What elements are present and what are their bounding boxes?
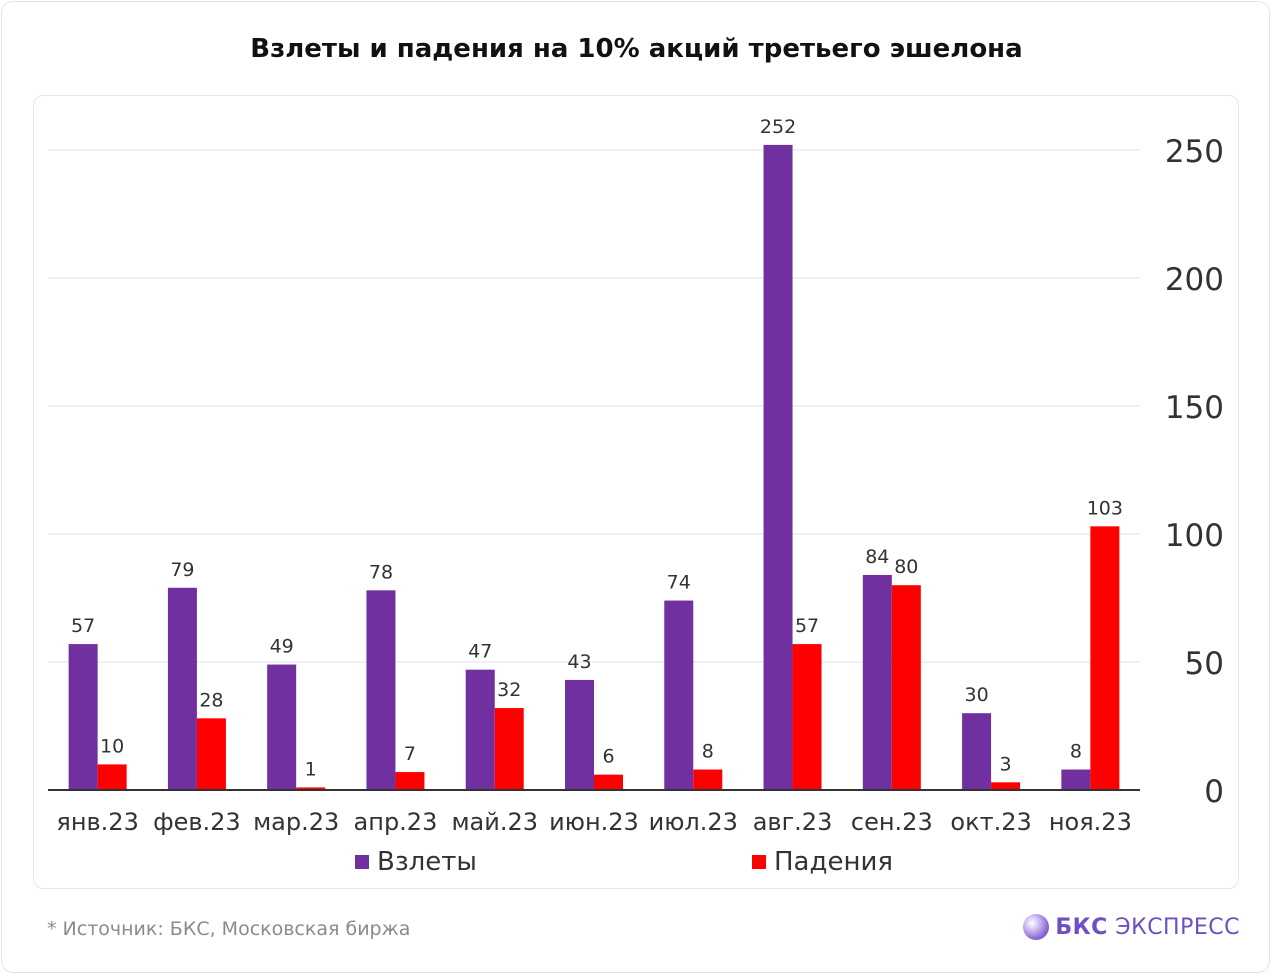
y-tick-label: 200 xyxy=(1165,262,1224,298)
legend-swatch-down xyxy=(752,855,766,869)
data-label: 80 xyxy=(894,556,918,578)
brand-name-bold: БКС xyxy=(1055,914,1108,940)
x-tick-label: май.23 xyxy=(451,808,538,836)
brand-logo-block: БКС ЭКСПРЕСС xyxy=(1023,914,1240,940)
source-note: * Источник: БКС, Московская биржа xyxy=(47,918,411,940)
data-label: 32 xyxy=(497,679,521,701)
bar-down xyxy=(693,769,723,790)
bar-down xyxy=(296,787,326,790)
y-tick-label: 50 xyxy=(1185,646,1224,682)
bar-down xyxy=(1090,526,1120,790)
legend-label-down: Падения xyxy=(774,847,893,877)
data-label: 6 xyxy=(602,746,614,768)
bar-up xyxy=(565,679,594,790)
data-label: 49 xyxy=(270,636,294,658)
bar-up xyxy=(862,574,892,790)
chart-panel xyxy=(33,95,1239,889)
x-tick-label: июл.23 xyxy=(649,808,738,836)
data-label: 28 xyxy=(199,689,223,711)
bar-up xyxy=(68,644,98,790)
data-label: 57 xyxy=(795,615,819,637)
data-label: 1 xyxy=(305,758,317,780)
data-label: 103 xyxy=(1087,497,1123,519)
y-tick-label: 250 xyxy=(1165,134,1224,170)
x-tick-label: окт.23 xyxy=(950,808,1031,836)
data-label: 8 xyxy=(1070,741,1082,763)
y-tick-label: 150 xyxy=(1165,390,1224,426)
data-label: 252 xyxy=(760,116,796,138)
y-tick-label: 0 xyxy=(1204,774,1224,810)
bar-down xyxy=(792,644,822,790)
brand-sphere-icon xyxy=(1023,914,1050,940)
bar-down xyxy=(594,774,623,790)
x-tick-label: ноя.23 xyxy=(1049,808,1132,836)
x-tick-label: янв.23 xyxy=(56,808,138,836)
bar-up xyxy=(167,587,197,790)
x-tick-label: мар.23 xyxy=(253,808,339,836)
data-label: 8 xyxy=(702,741,714,763)
x-tick-label: авг.23 xyxy=(753,808,833,836)
data-label: 30 xyxy=(964,684,988,706)
bar-down xyxy=(891,585,921,790)
brand-name-rest: ЭКСПРЕСС xyxy=(1107,914,1240,940)
bar-up xyxy=(267,664,297,790)
y-tick-label: 100 xyxy=(1165,518,1224,554)
chart-title: Взлеты и падения на 10% акций третьего э… xyxy=(250,34,1023,64)
x-tick-label: апр.23 xyxy=(354,808,438,836)
bar-down xyxy=(991,782,1021,790)
x-tick-label: фев.23 xyxy=(153,808,241,836)
legend-label-up: Взлеты xyxy=(377,847,477,877)
legend-item-down: Падения xyxy=(752,845,893,879)
data-label: 79 xyxy=(170,559,194,581)
data-label: 3 xyxy=(1000,753,1012,775)
data-label: 7 xyxy=(404,743,416,765)
legend-item-up: Взлеты xyxy=(355,845,477,879)
data-label: 43 xyxy=(567,651,591,673)
bar-up xyxy=(664,600,694,790)
bar-up xyxy=(366,590,396,790)
data-label: 84 xyxy=(865,546,889,568)
bar-up xyxy=(763,144,793,790)
brand-name: БКС ЭКСПРЕСС xyxy=(1055,915,1240,940)
data-label: 57 xyxy=(71,615,95,637)
legend-swatch-up xyxy=(355,855,369,869)
bar-down xyxy=(395,772,425,790)
bar-down xyxy=(196,718,226,790)
bar-down xyxy=(97,764,127,790)
data-label: 47 xyxy=(468,641,492,663)
data-label: 78 xyxy=(369,561,393,583)
bar-up xyxy=(1061,769,1091,790)
bar-down xyxy=(494,708,524,790)
x-tick-label: июн.23 xyxy=(549,808,639,836)
data-label: 10 xyxy=(100,735,124,757)
bar-up xyxy=(465,669,495,790)
x-tick-label: сен.23 xyxy=(851,808,933,836)
bar-up xyxy=(962,713,992,790)
data-label: 74 xyxy=(667,572,691,594)
